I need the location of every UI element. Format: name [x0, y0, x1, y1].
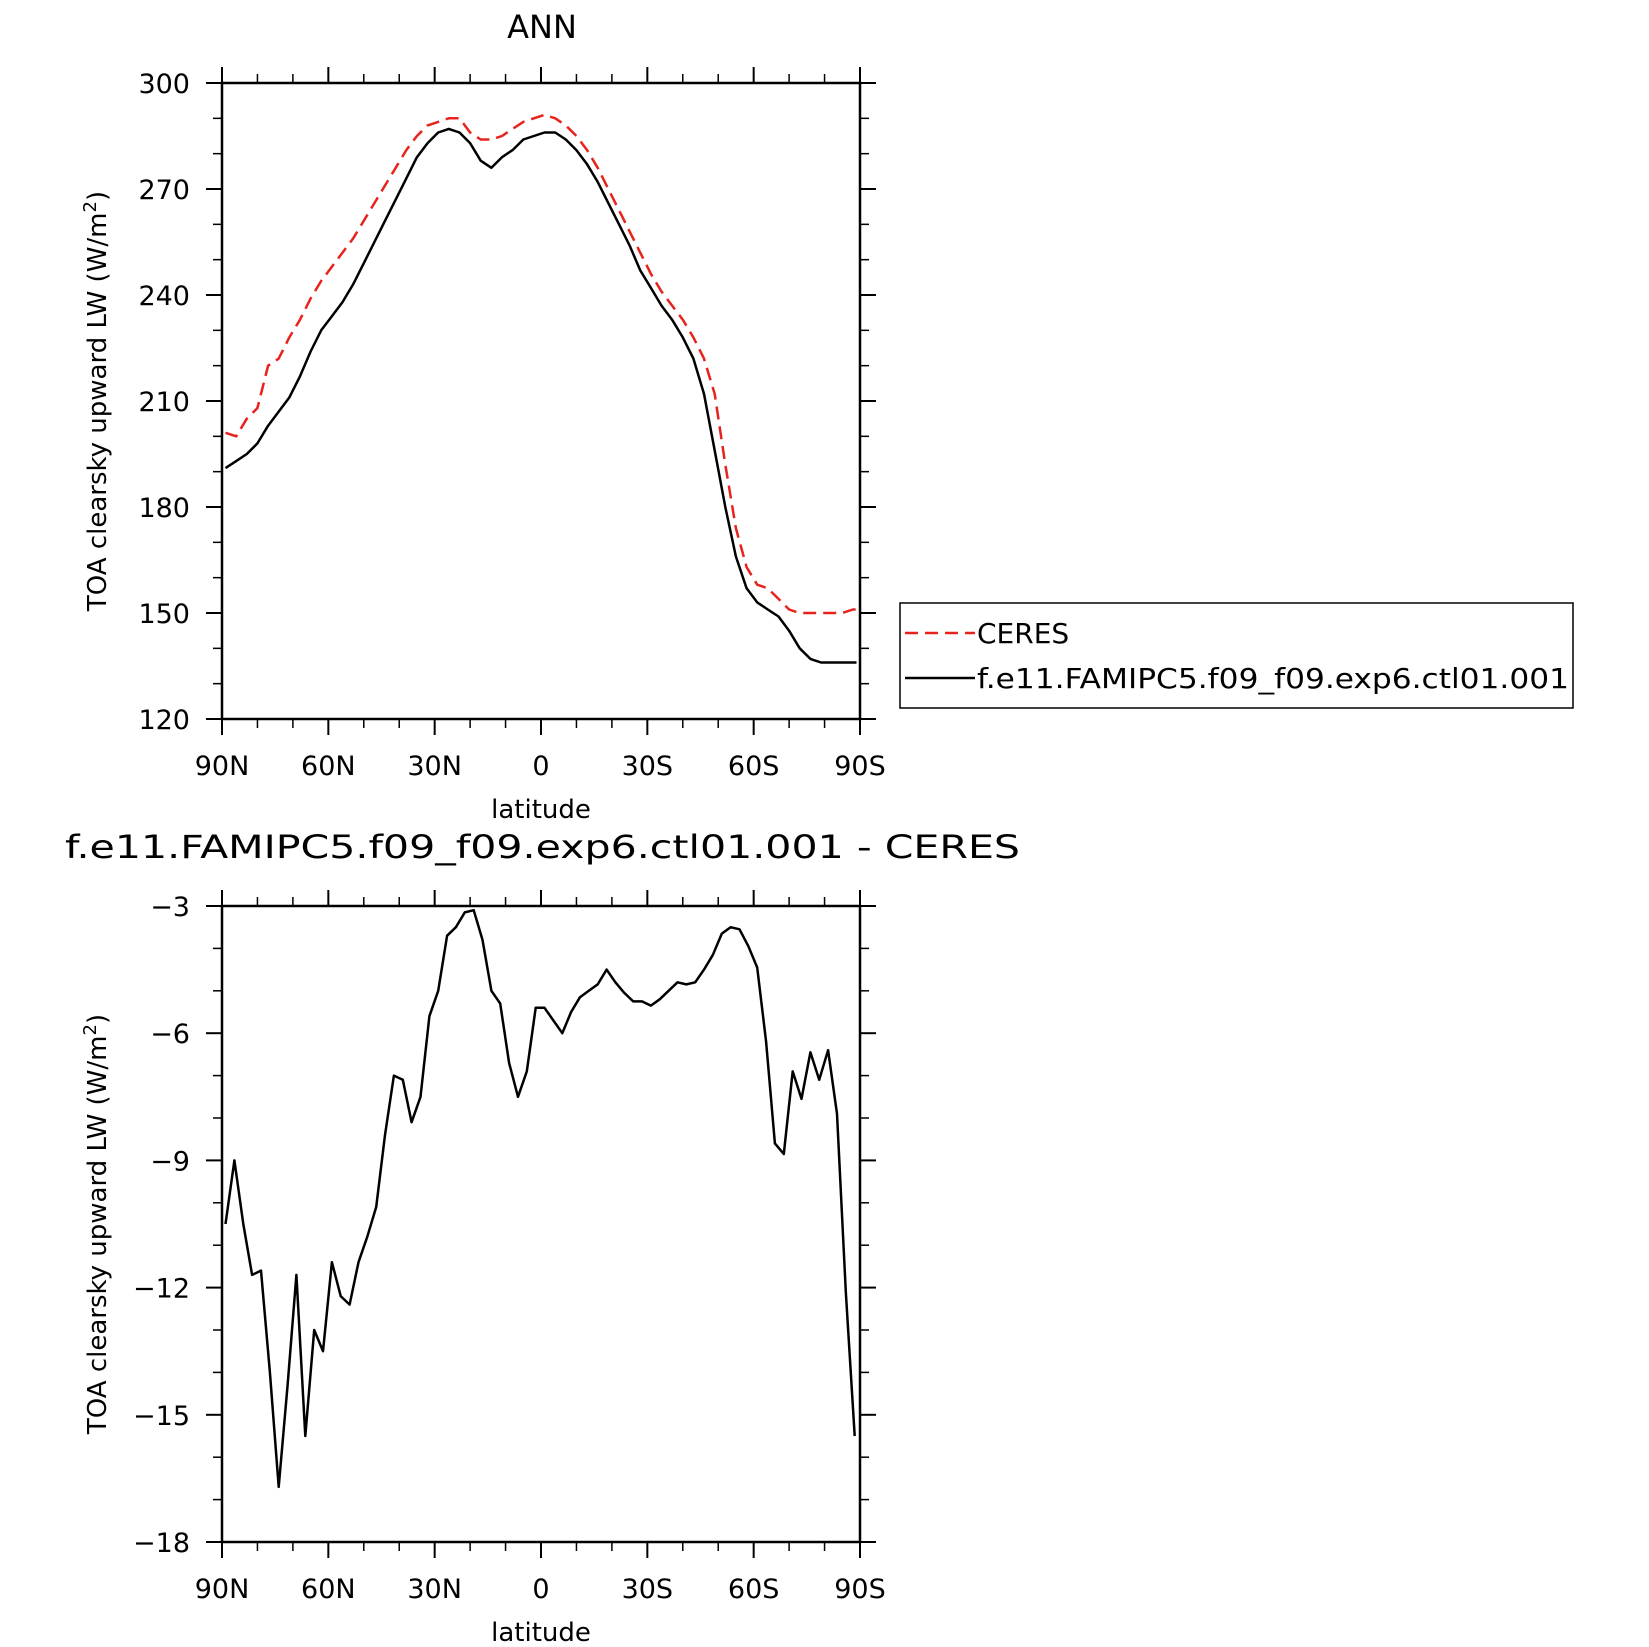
top-panel: ANN 90N 60N 30N 0 30S 60S 90S 120 150 180 210 240 27…	[80, 8, 886, 825]
top-y-tick-label: 270	[138, 175, 190, 206]
top-x-tick-label: 60N	[301, 751, 356, 782]
bottom-x-tick-label: 90N	[195, 1574, 250, 1605]
bottom-y-tick-label: −12	[133, 1274, 190, 1305]
bottom-chart-title: f.e11.FAMIPC5.f09_f09.exp6.ctl01.001 - C…	[65, 828, 1020, 866]
bottom-x-tick-label: 30N	[407, 1574, 462, 1605]
top-x-tick-label: 60S	[728, 751, 780, 782]
top-y-tick-label: 150	[138, 599, 190, 630]
bottom-y-tick-label: −18	[133, 1528, 190, 1559]
top-chart-title: ANN	[507, 8, 577, 46]
bottom-y-axis-label: TOA clearsky upward LW (W/m2)	[80, 1014, 113, 1435]
bottom-plot-frame	[220, 904, 862, 1544]
top-y-tick-label: 120	[138, 705, 190, 736]
legend-label-ceres: CERES	[977, 617, 1069, 650]
bottom-x-axis-label: latitude	[491, 1618, 591, 1647]
top-plot-frame	[220, 81, 862, 721]
legend-label-model: f.e11.FAMIPC5.f09_f09.exp6.ctl01.001	[977, 662, 1569, 695]
top-x-axis-label: latitude	[491, 795, 591, 825]
bottom-x-tick-label: 90S	[834, 1574, 886, 1605]
bottom-x-tick-label: 30S	[622, 1574, 674, 1605]
top-x-tick-label: 0	[532, 751, 549, 782]
top-y-tick-label: 300	[138, 69, 190, 100]
top-y-tick-label: 210	[138, 387, 190, 418]
top-x-tick-label: 30S	[622, 751, 674, 782]
legend-box	[899, 602, 1574, 709]
top-series-line-1	[224, 127, 857, 664]
top-x-tick-label: 30N	[407, 751, 462, 782]
top-y-tick-label: 240	[138, 281, 190, 312]
bottom-y-tick-label: −3	[150, 892, 190, 923]
top-x-tick-label: 90S	[834, 751, 886, 782]
top-series-line-0	[225, 113, 857, 615]
bottom-panel: f.e11.FAMIPC5.f09_f09.exp6.ctl01.001 - C…	[65, 828, 1020, 1647]
top-x-tick-label: 90N	[195, 751, 250, 782]
bottom-series-line-0	[224, 908, 856, 1489]
top-y-tick-label: 180	[138, 493, 190, 524]
bottom-y-tick-label: −9	[150, 1146, 190, 1177]
bottom-y-tick-label: −6	[150, 1019, 190, 1050]
bottom-x-tick-label: 60N	[301, 1574, 356, 1605]
bottom-x-tick-label: 60S	[728, 1574, 780, 1605]
bottom-y-tick-label: −15	[133, 1401, 190, 1432]
legend: CERES f.e11.FAMIPC5.f09_f09.exp6.ctl01.0…	[899, 602, 1574, 709]
bottom-x-tick-label: 0	[532, 1574, 549, 1605]
top-y-axis-label: TOA clearsky upward LW (W/m2)	[80, 191, 113, 612]
